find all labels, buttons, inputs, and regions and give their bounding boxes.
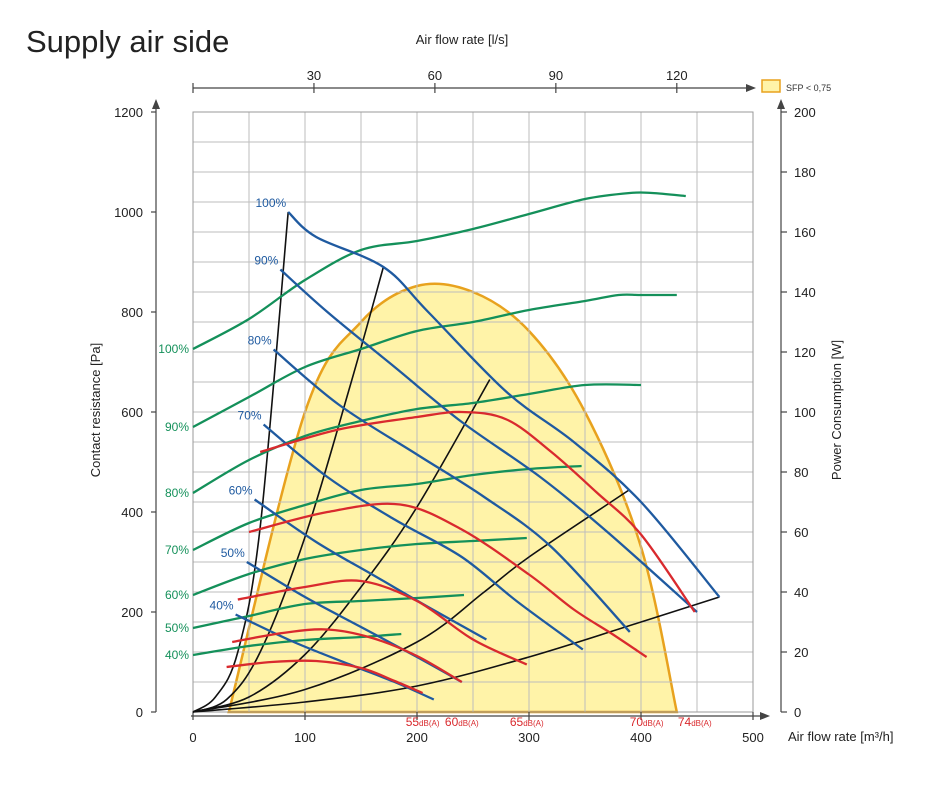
power-curves: 100% 90% 80% 70% 60% 50% 40% bbox=[158, 191, 686, 662]
x2-tick-label: 90 bbox=[549, 68, 563, 83]
y-tick-label: 1200 bbox=[114, 105, 143, 120]
system-curve bbox=[192, 596, 720, 713]
page-title: Supply air side bbox=[26, 24, 230, 59]
power-curve-label: 50% bbox=[165, 621, 189, 635]
legend-label: SFP < 0,75 bbox=[786, 83, 831, 93]
legend: SFP < 0,75 bbox=[761, 79, 831, 93]
power-curve-label: 70% bbox=[165, 543, 189, 557]
y2-tick-label: 80 bbox=[794, 465, 808, 480]
pressure-curve bbox=[253, 498, 487, 641]
plot-border bbox=[192, 111, 754, 713]
power-curve bbox=[192, 632, 402, 657]
y-axis-arrow bbox=[152, 99, 160, 109]
pressure-curve bbox=[272, 348, 631, 633]
y-tick-label: 200 bbox=[121, 605, 143, 620]
power-curve bbox=[192, 464, 582, 552]
y-tick-label: 400 bbox=[121, 505, 143, 520]
power-curve-label: 90% bbox=[165, 420, 189, 434]
y2-tick-label: 160 bbox=[794, 225, 816, 240]
y-tick-label: 600 bbox=[121, 405, 143, 420]
x2-axis-title: Air flow rate [l/s] bbox=[416, 32, 508, 47]
y2-tick-label: 100 bbox=[794, 405, 816, 420]
sfp-region-area bbox=[227, 282, 679, 714]
power-curve bbox=[192, 383, 642, 494]
power-curve-label: 80% bbox=[165, 486, 189, 500]
y2-tick-label: 120 bbox=[794, 345, 816, 360]
sound-curve bbox=[259, 410, 696, 613]
pressure-curve-label: 40% bbox=[210, 599, 234, 613]
y-axis-title: Contact resistance [Pa] bbox=[88, 343, 103, 477]
y2-tick-label: 200 bbox=[794, 105, 816, 120]
pressure-curve-label: 70% bbox=[238, 409, 262, 423]
x-tick-label: 200 bbox=[406, 730, 428, 745]
y-tick-label: 800 bbox=[121, 305, 143, 320]
legend-swatch bbox=[761, 79, 781, 93]
y2-tick-label: 0 bbox=[794, 705, 801, 720]
pressure-curve bbox=[262, 423, 584, 651]
x2-tick-label: 120 bbox=[666, 68, 688, 83]
sound-curve-label: 55dB(A) bbox=[406, 715, 440, 729]
y2-tick-label: 140 bbox=[794, 285, 816, 300]
sound-curve bbox=[226, 659, 424, 695]
plot-frame bbox=[192, 111, 754, 713]
power-curve bbox=[192, 293, 677, 429]
y2-tick-label: 60 bbox=[794, 525, 808, 540]
sound-curve bbox=[248, 502, 648, 658]
y2-axis-title: Power Consumption [W] bbox=[829, 340, 844, 480]
y2-tick-label: 20 bbox=[794, 645, 808, 660]
sound-curve-label: 74dB(A) bbox=[678, 715, 712, 729]
x-tick-label: 300 bbox=[518, 730, 540, 745]
power-curve-label: 40% bbox=[165, 648, 189, 662]
power-curve-label: 100% bbox=[158, 342, 189, 356]
x2-tick-label: 60 bbox=[428, 68, 442, 83]
sound-curves: 55dB(A) 60dB(A) 65dB(A) 70dB(A) 74dB(A) bbox=[226, 410, 712, 729]
x-axis-arrow bbox=[760, 712, 770, 720]
pressure-curve-label: 50% bbox=[221, 546, 245, 560]
power-curve-label: 60% bbox=[165, 588, 189, 602]
pressure-curve bbox=[279, 268, 698, 613]
y2-axis-arrow bbox=[777, 99, 785, 109]
power-curve bbox=[192, 536, 527, 597]
system-curve bbox=[192, 211, 289, 713]
y-tick-label: 0 bbox=[136, 705, 143, 720]
sfp-region bbox=[227, 282, 679, 714]
x-tick-label: 0 bbox=[189, 730, 196, 745]
pressure-curve bbox=[287, 211, 721, 598]
sound-curve-label: 65dB(A) bbox=[510, 715, 544, 729]
pressure-curve-label: 90% bbox=[254, 254, 278, 268]
system-curve bbox=[192, 266, 385, 713]
x-axis-title: Air flow rate [m³/h] bbox=[788, 729, 893, 744]
pressure-curve-label: 80% bbox=[248, 334, 272, 348]
pressure-curve-label: 60% bbox=[229, 484, 253, 498]
x-tick-label: 400 bbox=[630, 730, 652, 745]
sound-curve-label: 70dB(A) bbox=[630, 715, 664, 729]
sound-curve-label: 60dB(A) bbox=[445, 715, 479, 729]
sound-curve bbox=[231, 628, 463, 683]
x2-tick-label: 30 bbox=[307, 68, 321, 83]
pressure-curve-label: 100% bbox=[255, 196, 286, 210]
y2-tick-label: 180 bbox=[794, 165, 816, 180]
y2-tick-label: 40 bbox=[794, 585, 808, 600]
power-curve bbox=[192, 191, 686, 351]
x-tick-label: 500 bbox=[742, 730, 764, 745]
x-tick-label: 100 bbox=[294, 730, 316, 745]
y-tick-label: 1000 bbox=[114, 205, 143, 220]
x2-axis-arrow bbox=[746, 84, 756, 92]
axis-labels: Air flow rate [l/s] Air flow rate [m³/h] C… bbox=[88, 32, 893, 744]
power-curve bbox=[192, 593, 465, 630]
sound-curve bbox=[237, 579, 528, 666]
